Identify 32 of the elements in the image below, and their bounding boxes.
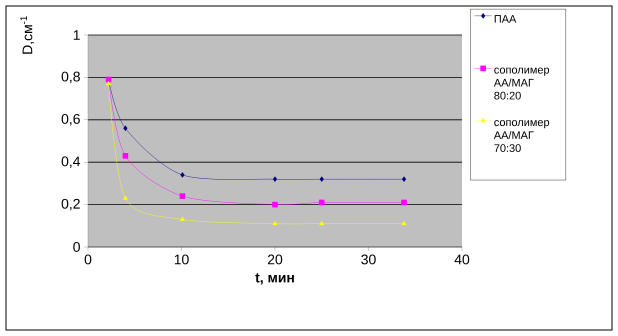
point [272,176,278,182]
x-tick-label: 0 [84,254,92,264]
point [401,200,407,206]
point [272,220,278,226]
point [272,202,278,208]
point [180,193,186,199]
point [402,176,406,182]
point [180,216,185,221]
x-axis-title: t, мин [255,273,294,284]
legend-label: сополимер АА/МАГ 80:20 [494,68,550,100]
y-tick-label: 0,6 [62,114,80,126]
y-tick-label: 0,4 [62,156,80,168]
point [122,153,128,159]
y-tick-label: 0,2 [62,198,80,210]
legend-label: ПАА [494,15,516,23]
y-tick-label: 0,8 [62,72,80,84]
y-tick-label: 0 [73,242,80,252]
point [106,80,112,86]
legend-label: сополимер АА/МАГ 70:30 [494,120,550,152]
point [122,195,128,200]
y-tick-label: 1 [74,30,80,40]
y-axis-title: D,см$^{-1}$ [20,16,34,54]
point [320,176,324,182]
point [319,220,324,226]
point [318,200,325,206]
point [180,172,185,178]
x-tick-label: 30 [361,254,376,264]
point [123,125,128,132]
point [402,220,406,226]
x-tick-label: 20 [268,254,282,264]
x-tick-label: 10 [174,254,189,264]
x-tick-label: 40 [454,254,470,264]
